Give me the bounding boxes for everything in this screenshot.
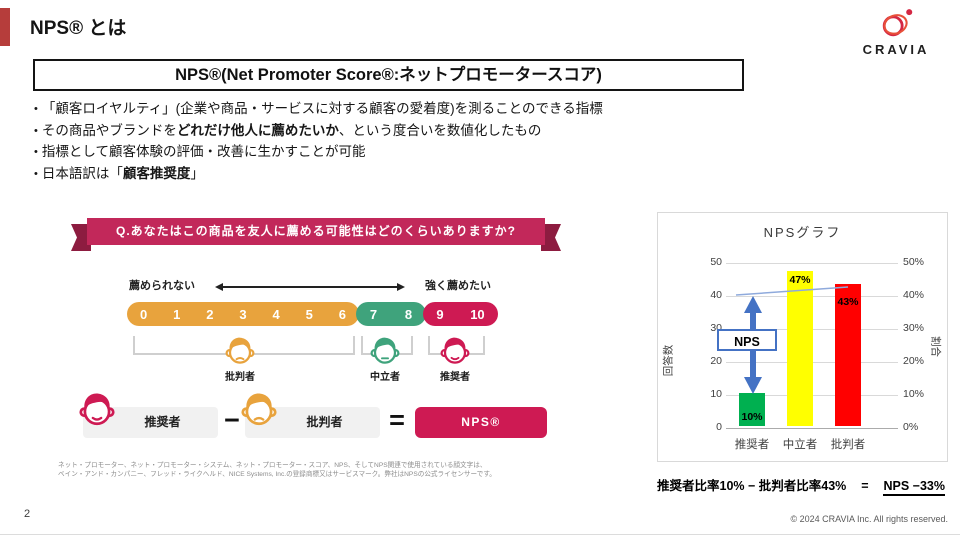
left-axis-tick: 10: [710, 388, 722, 400]
passive-face-icon: [370, 337, 400, 364]
definition-box-title: NPS®(Net Promoter Score®:ネットプロモータースコア): [175, 66, 602, 84]
left-axis-tick: 20: [710, 355, 722, 367]
ribbon-fold-right: [541, 224, 561, 251]
scale-promoter-pill: 9 10: [423, 302, 498, 326]
right-axis-tick: 50%: [903, 256, 925, 268]
right-axis-tick: 20%: [903, 355, 925, 367]
bullet-bold-text: どれだけ他人に薦めたいか: [176, 122, 339, 138]
category-label: 批判者: [830, 439, 866, 451]
scale-number: 1: [173, 306, 181, 322]
right-axis-tick: 0%: [903, 421, 919, 433]
right-axis-tick: 30%: [903, 322, 925, 334]
nps-chart: NPSグラフ 50 40 30 20 10 0 50% 40% 30% 20% …: [657, 212, 948, 462]
bullet-item: 日本語訳は「顧客推奨度」: [34, 164, 944, 186]
bullet-item: 「顧客ロイヤルティ」(企業や商品・サービスに対する顧客の愛着度)を測ることのでき…: [34, 99, 944, 121]
arrowhead-left-icon: [215, 283, 223, 291]
scale-left-label: 薦められない: [129, 280, 195, 292]
nps-result-pill: NPS®: [415, 407, 547, 438]
scale-right-label: 強く薦めたい: [425, 280, 491, 292]
bullet-item: 指標として顧客体験の評価・改善に生かすことが可能: [34, 142, 944, 164]
question-ribbon: Q.あなたはこの商品を友人に薦める可能性はどのくらいありますか?: [87, 218, 545, 245]
promoter-face-icon: [79, 393, 115, 426]
bullet-bold-text: 顧客推奨度: [122, 165, 191, 181]
question-text: Q.あなたはこの商品を友人に薦める可能性はどのくらいありますか?: [115, 224, 516, 238]
definition-box: NPS®(Net Promoter Score®:ネットプロモータースコア): [33, 59, 744, 91]
scale-number: 6: [338, 306, 347, 322]
scale-detractor-pill: 0 1 2 3 4 5 6: [127, 302, 359, 326]
right-axis-tick: 40%: [903, 289, 925, 301]
detractor-face-icon: [225, 337, 255, 364]
detractor-label: 批判者: [225, 372, 255, 383]
bullet-text: 「顧客ロイヤルティ」(企業や商品・サービスに対する顧客の愛着度)を測ることのでき…: [41, 101, 603, 116]
formula-result: NPS −33%: [883, 479, 945, 496]
passive-label: 中立者: [370, 372, 400, 383]
bar-data-label: 10%: [741, 411, 763, 423]
bullet-text: その商品やブランドを: [41, 122, 177, 138]
right-axis-tick: 10%: [903, 388, 925, 400]
formula-equals: =: [861, 479, 869, 493]
ribbon-fold-left: [71, 224, 91, 251]
right-axis-title: 割合: [929, 336, 942, 357]
title-accent-bar: [0, 8, 10, 46]
scale-number: 8: [404, 306, 413, 322]
trademark-disclaimer: ネット・プロモーター、ネット・プロモーター・システム、ネット・プロモーター・スコ…: [58, 461, 573, 479]
arrowhead-down-icon: [744, 377, 762, 394]
nps-formula: 推奨者比率10% − 批判者比率43% = NPS −33%: [657, 475, 945, 496]
arrowhead-right-icon: [397, 283, 405, 291]
bullet-list: 「顧客ロイヤルティ」(企業や商品・サービスに対する顧客の愛着度)を測ることのでき…: [34, 99, 944, 185]
cravia-logo-text: CRAVIA: [862, 42, 930, 57]
scale-number: 4: [272, 306, 280, 322]
bar-passive: 47%: [787, 271, 813, 426]
cravia-logo: CRAVIA: [846, 6, 946, 57]
promoter-label: 推奨者: [440, 372, 470, 383]
bar-data-label: 47%: [789, 274, 811, 286]
scale-number: 2: [206, 306, 214, 322]
scale-passive-pill: 7 8: [356, 302, 426, 326]
bar-data-label: 43%: [837, 296, 859, 308]
arrow-line: [220, 286, 400, 288]
page-number: 2: [24, 508, 31, 520]
scale-number: 5: [305, 306, 313, 322]
nps-annotation-box: NPS: [717, 329, 777, 351]
left-axis-tick: 30: [710, 322, 722, 334]
cravia-logo-icon: [882, 9, 913, 37]
scale-number: 3: [239, 306, 247, 322]
detractor-face-icon: [241, 393, 277, 426]
left-axis-tick: 40: [710, 289, 722, 301]
double-arrow-icon: [215, 282, 405, 291]
chart-title: NPSグラフ: [763, 225, 842, 240]
arrowhead-up-icon: [744, 296, 762, 313]
bar-promoter: 10%: [739, 393, 765, 426]
scale-number: 7: [369, 306, 378, 322]
copyright-text: © 2024 CRAVIA Inc. All rights reserved.: [790, 514, 948, 524]
gridline: [726, 263, 898, 264]
bullet-text: 指標として顧客体験の評価・改善に生かすことが可能: [41, 144, 366, 159]
category-label: 中立者: [782, 439, 818, 451]
footer-divider: [0, 534, 960, 535]
disclaimer-line: ネット・プロモーター、ネット・プロモーター・システム、ネット・プロモーター・スコ…: [58, 461, 487, 469]
promoter-face-icon: [440, 337, 470, 364]
left-axis-tick: 0: [716, 421, 722, 433]
minus-sign: −: [224, 405, 240, 435]
equals-sign: =: [389, 405, 405, 435]
formula-left: 推奨者比率10% − 批判者比率43%: [657, 479, 847, 493]
bullet-text: 、という度合いを数値化したもの: [338, 122, 542, 138]
nps-infographic: Q.あなたはこの商品を友人に薦める可能性はどのくらいありますか? 薦められない …: [57, 205, 577, 505]
bullet-item: その商品やブランドをどれだけ他人に薦めたいか、という度合いを数値化したもの: [34, 121, 944, 143]
bullet-text: 」: [190, 165, 204, 181]
x-axis-line: [726, 428, 898, 429]
scale-number: 9: [436, 306, 444, 322]
left-axis-tick: 50: [710, 256, 722, 268]
left-axis-title: 回答数: [662, 344, 675, 377]
scale-number: 0: [139, 306, 148, 322]
bullet-text: 日本語訳は「: [41, 165, 123, 181]
page-title: NPS® とは: [30, 18, 127, 39]
bar-detractor: 43%: [835, 284, 861, 426]
disclaimer-line: ベイン・アンド・カンパニー、フレッド・ライクヘルド、NICE Systems, …: [58, 470, 496, 478]
scale-number: 10: [470, 306, 485, 322]
category-label: 推奨者: [734, 439, 770, 451]
